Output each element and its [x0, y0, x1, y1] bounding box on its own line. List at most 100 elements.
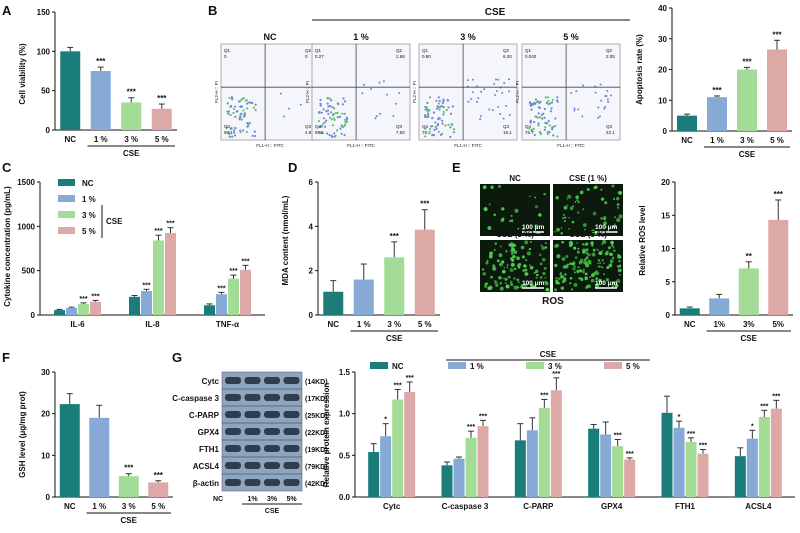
chart-d-xtick-label: 5 % [418, 320, 432, 329]
chart-cytokines: 0 500 1000 1500 Cytokine concentration (pg/m… [3, 178, 265, 329]
micrograph-cell [599, 261, 602, 265]
micrograph-cell [517, 227, 520, 230]
flow-event-dot [556, 135, 559, 138]
flow-event-dot [232, 129, 235, 132]
flow-quadrant-label: Q2 [305, 48, 312, 53]
blot-band [264, 462, 280, 469]
flow-quadrant-label: Q1 [315, 48, 322, 53]
flow-event-dot [323, 121, 326, 124]
flow-event-dot [549, 110, 553, 113]
flow-event-dot [341, 125, 344, 129]
chart-g-sig-stars: *** [687, 431, 695, 438]
micrograph-cell [576, 250, 580, 254]
flow-quadrant-label: Q1 [422, 48, 429, 53]
flow-yaxis-label: FL2-H :: PI [412, 81, 417, 103]
micrograph-cell [560, 274, 564, 279]
flow-event-dot [233, 134, 237, 137]
chart-g-ytick-label: 0.0 [339, 493, 351, 502]
micrograph-cell [569, 262, 572, 266]
micrograph-cell [554, 288, 557, 292]
blot-band [283, 411, 300, 418]
chart-g-bar [685, 442, 697, 497]
flow-event-dot [577, 108, 580, 111]
flow-event-dot [343, 118, 346, 122]
chart-f-sig-stars: *** [154, 471, 164, 480]
chart-g-sig-stars: *** [394, 383, 402, 390]
chart-c-xtick-label: IL-8 [145, 320, 160, 329]
chart-g-legend-label: 5 % [626, 362, 640, 371]
micrograph-cell [496, 259, 500, 263]
micrograph-cell [616, 218, 621, 222]
flow-event-dot [444, 124, 447, 127]
chart-f-bar [118, 476, 139, 497]
chart-c-sig-stars: *** [166, 221, 174, 228]
micrograph-cell [587, 259, 592, 264]
micrograph-cell [611, 284, 615, 288]
flow-event-dot [497, 78, 500, 81]
micrograph-cell [577, 266, 580, 269]
micrograph-cell [555, 277, 558, 280]
chart-d-bar [323, 291, 344, 315]
micrograph-cell [606, 266, 610, 270]
blot-band [244, 394, 261, 401]
chart-c-ytick-label: 1500 [17, 178, 35, 187]
blot-lane-label: NC [213, 496, 223, 503]
flow-event-dot [345, 120, 348, 123]
micrograph-cell [517, 281, 520, 284]
micrograph-cell [601, 266, 604, 269]
chart-c-legend-label: 5 % [82, 227, 96, 236]
flow-event-dot [378, 112, 381, 115]
flow-event-dot [537, 122, 540, 125]
flow-event-dot [361, 92, 364, 95]
flow-event-dot [333, 132, 336, 135]
flow-quadrant-value: 0.040 [525, 54, 537, 59]
flow-event-dot [426, 113, 429, 117]
micrograph-cell [585, 248, 589, 252]
chart-c-xtick-label: TNF-α [216, 320, 239, 329]
flow-event-dot [331, 106, 334, 109]
flow-event-dot [505, 104, 508, 107]
micrograph-cell [492, 264, 496, 268]
flow-event-dot [537, 124, 540, 127]
micrograph-cell [485, 261, 489, 265]
chart-g-bar [734, 456, 746, 497]
flow-event-dot [575, 90, 578, 93]
micrograph-cell [489, 251, 493, 255]
chart-g-bar [600, 434, 612, 497]
flow-event-dot [229, 105, 233, 108]
micrograph-cell [617, 191, 621, 195]
micrograph-cell [545, 287, 550, 292]
micrograph-frame [480, 240, 550, 292]
chart-b-xtick-label: 5 % [770, 136, 784, 145]
flow-event-dot [543, 107, 546, 111]
flow-event-dot [423, 114, 427, 117]
flow-event-dot [447, 106, 450, 109]
chart-c-xtick-label: IL-6 [70, 320, 85, 329]
flow-quadrant-value: 4.87 [305, 130, 314, 135]
micrograph-cell [510, 249, 515, 254]
micrograph-cell [528, 247, 532, 251]
panel-label-c: C [2, 160, 12, 175]
flow-event-dot [340, 112, 344, 115]
micrograph-cell [595, 277, 599, 281]
chart-mda: 0 2 4 6 MDA content (nmol/mL) NC 1 % *** 3 % *** 5… [281, 178, 440, 343]
micrograph-cell [568, 227, 570, 230]
flow-event-dot [552, 134, 555, 137]
micrograph-cell [583, 258, 587, 262]
flow-event-dot [328, 133, 331, 137]
micrograph-cell [572, 266, 576, 271]
micrograph-cell [501, 260, 505, 264]
chart-e-xtick-label: 1% [713, 320, 725, 329]
chart-g-bar [453, 458, 465, 497]
micrograph-cell [501, 207, 505, 211]
chart-a-bar [151, 108, 172, 130]
flow-event-dot [554, 124, 557, 128]
micrograph-scale-label: 100 μm [522, 224, 545, 231]
micrograph-cell [504, 277, 508, 281]
chart-c-bar [228, 278, 239, 315]
flow-event-dot [329, 105, 332, 108]
flow-event-dot [570, 91, 573, 94]
flow-event-dot [242, 109, 245, 112]
chart-c-ytick-label: 500 [22, 267, 36, 276]
